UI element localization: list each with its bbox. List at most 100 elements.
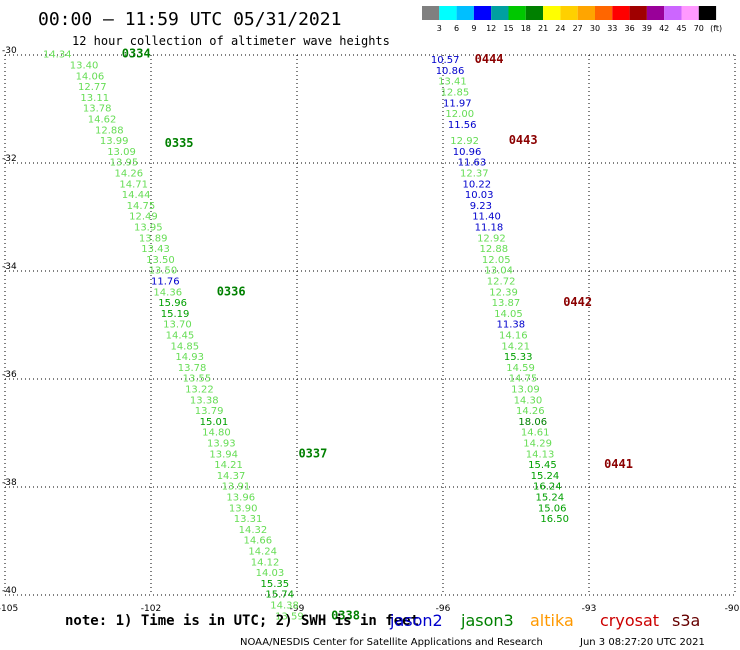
swh-value: 14.34 [43,50,72,61]
color-scale-label: 3 [437,24,442,33]
color-scale-label: 6 [454,24,459,33]
swh-value: 13.11 [80,93,109,104]
swh-value: 13.59 [275,611,304,622]
color-scale-label: 33 [607,24,617,33]
swh-value: 12.88 [480,244,509,255]
time-label: 0338 [331,608,360,622]
swh-value: 12.88 [95,125,124,136]
y-tick-label: -30 [2,46,17,56]
swh-value: 13.95 [134,223,163,234]
swh-value: 11.38 [497,320,526,331]
swh-value: 15.45 [528,460,557,471]
swh-value: 10.96 [453,147,482,158]
color-scale-swatch [543,6,561,20]
satellite-legend: jason2 jason3 altika cryosat s3a [389,611,700,630]
swh-value: 14.38 [270,601,299,612]
satellite-tracks: 14.3413.4014.0612.7713.1113.7814.6212.88… [43,47,633,623]
swh-value: 11.76 [151,277,180,288]
color-scale-swatch [681,6,699,20]
color-scale-label: 9 [471,24,476,33]
color-scale-swatch [439,6,457,20]
color-scale-label: 39 [642,24,652,33]
swh-value: 10.03 [465,190,494,201]
page-subtitle: 12 hour collection of altimeter wave hei… [72,34,390,48]
swh-value: 12.05 [482,255,511,266]
swh-value: 15.96 [158,298,187,309]
color-scale-label: 12 [486,24,496,33]
swh-value: 12.72 [487,277,516,288]
swh-value: 14.21 [214,460,243,471]
swh-value: 14.16 [499,331,528,342]
swh-value: 14.12 [251,557,280,568]
swh-value: 11.56 [448,120,477,131]
swh-value: 12.37 [460,169,489,180]
time-label: 0441 [604,457,633,471]
swh-value: 14.24 [248,547,277,558]
swh-value: 13.22 [185,385,214,396]
x-tick-label: -99 [290,604,305,614]
timestamp-text: Jun 3 08:27:20 UTC 2021 [579,637,705,648]
time-label: 0334 [122,47,151,61]
swh-value: 14.44 [122,190,151,201]
swh-value: 13.70 [163,320,192,331]
color-scale-swatch [629,6,647,20]
y-tick-label: -36 [2,370,17,380]
swh-value: 15.06 [538,503,567,514]
swh-value: 14.26 [516,406,545,417]
swh-value: 14.71 [119,179,148,190]
swh-value: 14.59 [506,363,535,374]
swh-value: 13.78 [178,363,207,374]
plot-grid [4,54,736,596]
swh-value: 14.61 [521,428,550,439]
color-scale-swatch [612,6,630,20]
footer-note: note: 1) Time is in UTC; 2) SWH is in fe… [65,613,419,629]
time-label: 0443 [509,133,538,147]
swh-value: 14.29 [523,439,552,450]
swh-value: 14.80 [202,428,231,439]
color-scale-swatch [456,6,474,20]
color-scale-swatch [595,6,613,20]
color-scale-label: 30 [590,24,600,33]
swh-value: 14.66 [243,536,272,547]
color-scale-unit: (ft) [710,24,722,33]
swh-value: 13.93 [207,439,236,450]
swh-value: 13.87 [492,298,521,309]
swh-value: 13.31 [234,514,263,525]
swh-value: 14.62 [88,115,117,126]
swh-value: 13.95 [110,158,139,169]
swh-value: 13.99 [100,136,129,147]
satellite-legend-altika: altika [530,611,574,630]
color-scale-swatch [422,6,440,20]
swh-value: 14.26 [115,169,144,180]
swh-value: 12.77 [78,82,107,93]
page-title: 00:00 – 11:59 UTC 05/31/2021 [38,9,341,30]
swh-value: 14.85 [170,341,199,352]
color-scale-label: 18 [521,24,531,33]
color-scale-swatch [698,6,717,20]
x-tick-label: -102 [141,604,161,614]
swh-value: 13.40 [70,61,99,72]
swh-value: 11.63 [458,158,487,169]
y-tick-label: -32 [2,154,17,164]
swh-value: 14.75 [127,201,156,212]
y-tick-label: -40 [2,586,17,596]
swh-value: 14.03 [256,568,285,579]
swh-value: 14.06 [76,71,105,82]
swh-value: 14.45 [166,331,195,342]
swh-value: 13.78 [83,104,112,115]
swh-value: 14.21 [501,341,530,352]
swh-value: 15.33 [504,352,533,363]
swh-value: 14.37 [217,471,246,482]
swh-value: 13.43 [141,244,170,255]
swh-value: 14.36 [153,287,182,298]
satellite-legend-s3a: s3a [672,611,700,630]
swh-value: 13.50 [146,255,175,266]
x-tick-label: -93 [582,604,597,614]
y-tick-label: -38 [2,478,17,488]
swh-value: 18.06 [518,417,547,428]
swh-value: 11.40 [472,212,501,223]
swh-value: 12.92 [450,136,479,147]
swh-value: 15.35 [261,579,290,590]
color-scale-swatch [664,6,682,20]
time-label: 0336 [217,284,246,298]
